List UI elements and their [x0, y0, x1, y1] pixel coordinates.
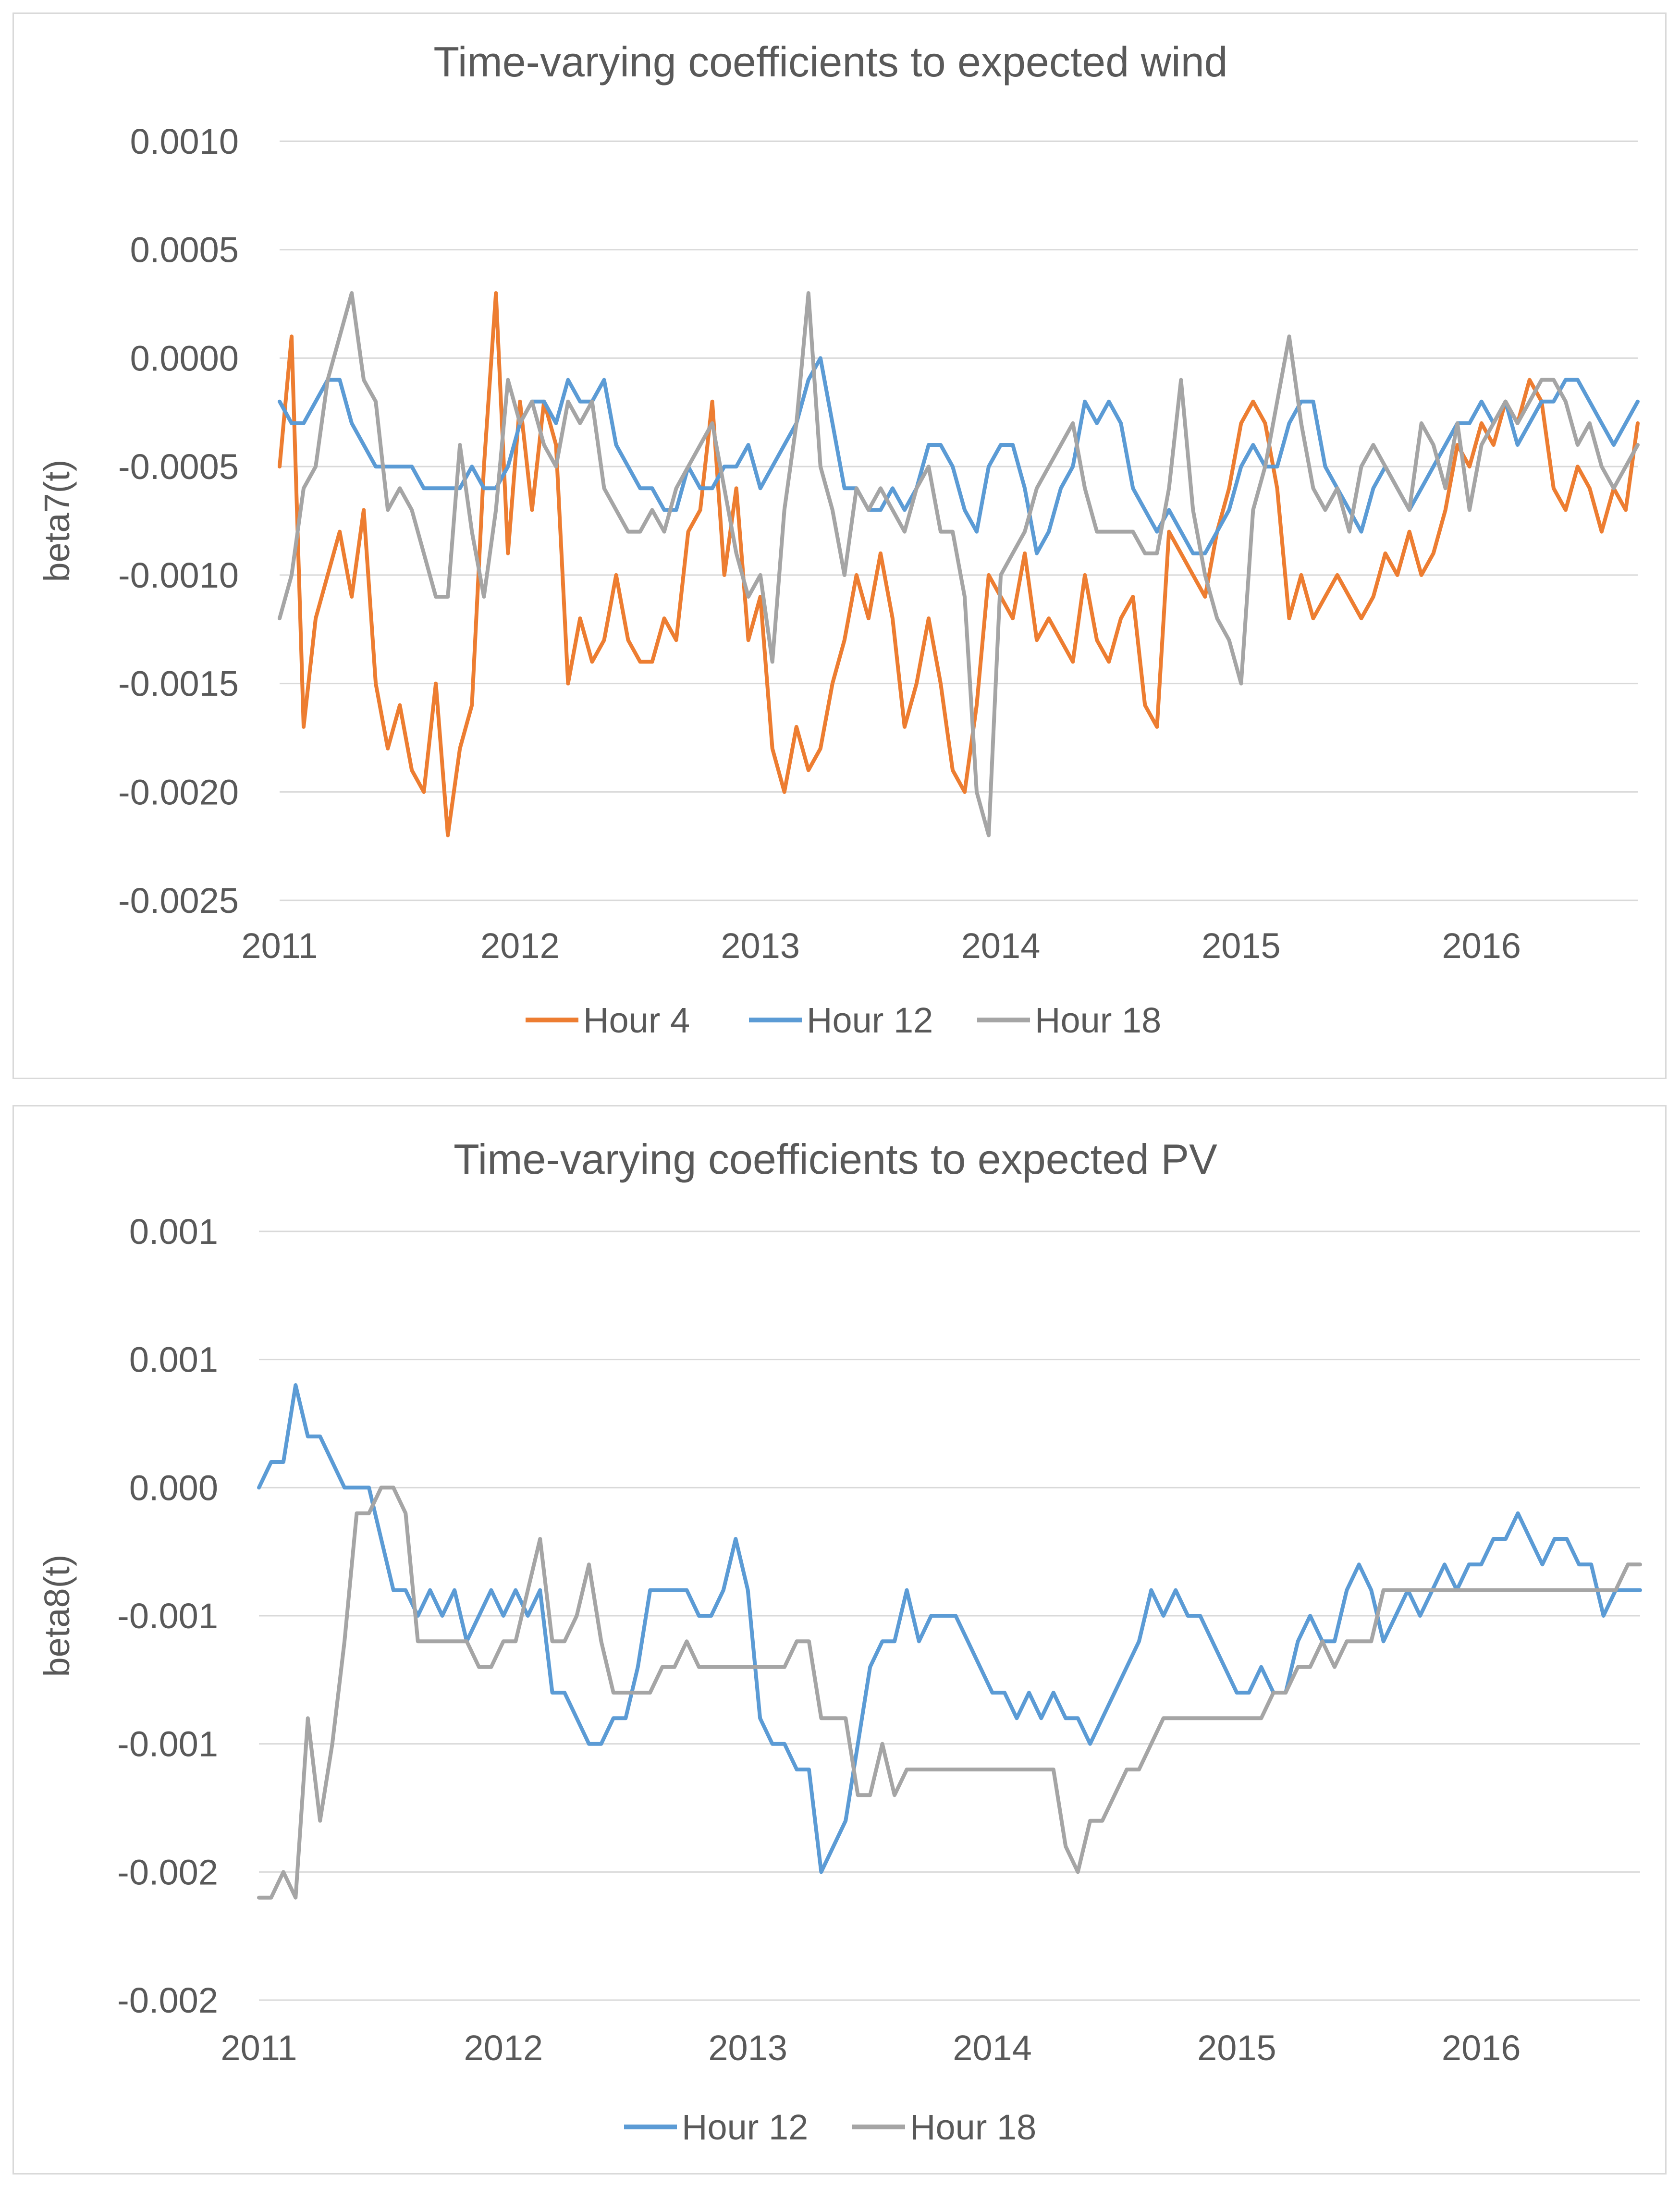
pv-x-tick-label: 2016 [1442, 2028, 1521, 2068]
pv-x-tick-label: 2014 [953, 2028, 1032, 2068]
wind-chart-panel: Time-varying coefficients to expected wi… [12, 12, 1667, 1079]
pv-chart: Time-varying coefficients to expected PV… [37, 1135, 1642, 2147]
pv-y-tick-label: -0.002 [117, 1852, 218, 1892]
wind-y-tick-label: 0.0010 [130, 122, 239, 161]
wind-y-tick-label: -0.0020 [118, 772, 239, 812]
pv-y-tick-label: 0.000 [129, 1468, 218, 1508]
pv-chart-title: Time-varying coefficients to expected PV [454, 1135, 1217, 1183]
wind-chart: Time-varying coefficients to expected wi… [37, 38, 1640, 1040]
wind-y-tick-label: 0.0000 [130, 338, 239, 378]
wind-legend-label: Hour 18 [1035, 1000, 1161, 1040]
pv-legend-label: Hour 18 [910, 2107, 1036, 2147]
wind-y-axis-label: beta7(t) [37, 459, 77, 582]
wind-chart-title: Time-varying coefficients to expected wi… [433, 38, 1227, 86]
pv-y-tick-label: -0.001 [117, 1596, 218, 1636]
wind-y-tick-label: -0.0015 [118, 664, 239, 704]
pv-x-tick-label: 2011 [221, 2028, 297, 2068]
wind-x-tick-label: 2016 [1442, 926, 1521, 966]
wind-x-tick-label: 2014 [961, 926, 1041, 966]
pv-y-tick-label: 0.001 [129, 1340, 218, 1380]
pv-x-tick-label: 2015 [1197, 2028, 1276, 2068]
pv-legend-label: Hour 12 [682, 2107, 808, 2147]
wind-legend-label: Hour 4 [583, 1000, 690, 1040]
wind-x-tick-label: 2011 [241, 926, 318, 966]
wind-legend-label: Hour 12 [807, 1000, 933, 1040]
wind-y-tick-label: -0.0025 [118, 881, 239, 921]
wind-y-tick-label: -0.0010 [118, 555, 239, 595]
wind-y-tick-label: 0.0005 [130, 230, 239, 270]
wind-x-tick-label: 2015 [1202, 926, 1281, 966]
pv-x-tick-label: 2012 [464, 2028, 543, 2068]
pv-x-tick-label: 2013 [708, 2028, 787, 2068]
wind-series-line-hour-4 [278, 291, 1640, 837]
wind-x-tick-label: 2012 [480, 926, 560, 966]
pv-y-tick-label: -0.002 [117, 1980, 218, 2020]
pv-y-axis-label: beta8(t) [37, 1554, 77, 1677]
pv-chart-panel: Time-varying coefficients to expected PV… [12, 1105, 1667, 2175]
pv-y-tick-label: 0.001 [129, 1212, 218, 1252]
wind-x-tick-label: 2013 [721, 926, 800, 966]
pv-y-tick-label: -0.001 [117, 1724, 218, 1764]
wind-y-tick-label: -0.0005 [118, 447, 239, 487]
wind-series-line-hour-18 [278, 291, 1640, 837]
pv-series-line-hour-18 [257, 1486, 1642, 1900]
pv-series-line-hour-12 [257, 1383, 1642, 1874]
